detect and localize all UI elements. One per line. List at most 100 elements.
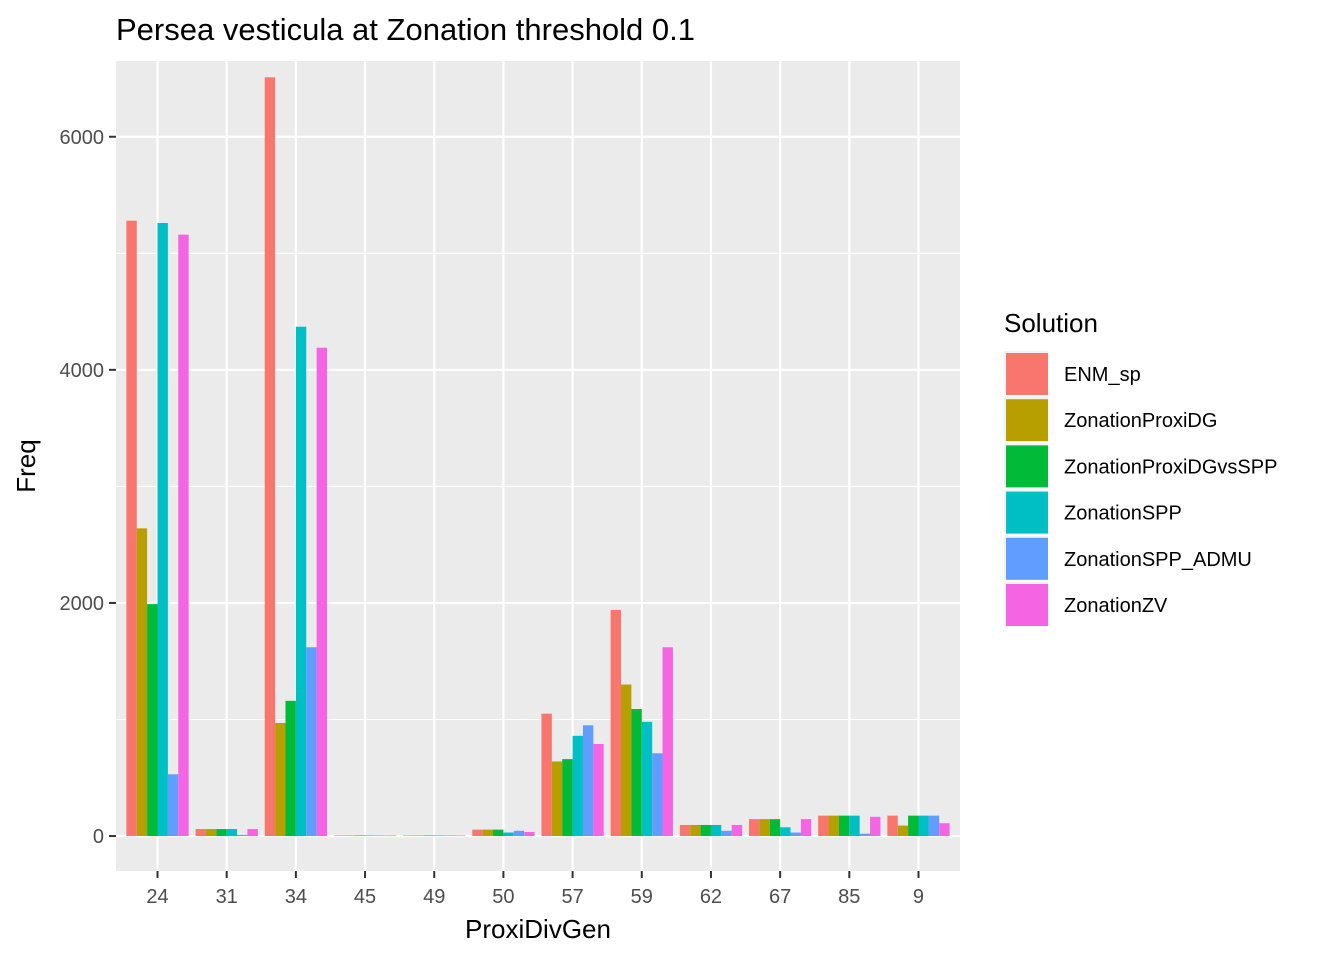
- bar-ZonationZV-49: [454, 835, 466, 837]
- bar-ZonationSPP-59: [641, 721, 653, 837]
- bar-ZonationZV-31: [247, 829, 258, 837]
- bar-ZonationSPP_ADMU-59: [652, 753, 663, 837]
- bar-ZonationSPP_ADMU-9: [928, 815, 940, 837]
- bar-ENM_sp-24: [126, 220, 137, 837]
- legend-swatch-ZonationZV: [1006, 584, 1048, 626]
- x-tick-label: 62: [700, 886, 722, 908]
- bar-ZonationSPP-34: [295, 326, 307, 837]
- bar-ZonationSPP-49: [434, 835, 445, 837]
- bar-ZonationZV-85: [870, 816, 881, 837]
- bar-ZonationProxiDGvsSPP-67: [769, 819, 781, 837]
- legend-swatch-ZonationProxiDGvsSPP: [1006, 445, 1048, 488]
- bar-ZonationZV-62: [731, 824, 743, 837]
- bar-ZonationSPP-50: [503, 832, 514, 837]
- bar-ZonationProxiDGvsSPP-50: [493, 829, 504, 837]
- legend-label-ZonationProxiDGvsSPP: ZonationProxiDGvsSPP: [1064, 456, 1277, 478]
- bar-ZonationZV-57: [593, 743, 604, 837]
- bar-ENM_sp-34: [264, 77, 276, 837]
- legend: ENM_sp ZonationProxiDG ZonationProxiDGvsSP…: [1004, 351, 1277, 626]
- legend-label-ZonationSPP: ZonationSPP: [1064, 503, 1182, 525]
- bar-ZonationSPP-62: [710, 824, 722, 837]
- x-axis: 24 31 34 45 49 50 57 59 62 67 85 9: [146, 871, 924, 908]
- bar-ZonationSPP_ADMU-67: [790, 832, 801, 837]
- bar-ZonationProxiDG-49: [413, 835, 424, 837]
- bar-ENM_sp-49: [403, 835, 414, 837]
- bar-ZonationProxiDG-45: [344, 835, 355, 837]
- bar-ZonationProxiDGvsSPP-59: [631, 709, 642, 837]
- bar-ZonationZV-50: [524, 831, 535, 837]
- y-tick-label: 4000: [60, 360, 105, 382]
- bar-ENM_sp-45: [333, 835, 345, 837]
- x-tick-label: 57: [561, 886, 583, 908]
- chart-title: Persea vesticula at Zonation threshold 0…: [116, 12, 695, 47]
- bar-ZonationProxiDGvsSPP-9: [908, 815, 919, 837]
- legend-label-ZonationSPP_ADMU: ZonationSPP_ADMU: [1064, 549, 1252, 571]
- bar-ZonationSPP_ADMU-85: [859, 833, 871, 837]
- x-tick-label: 34: [285, 886, 307, 908]
- x-tick-label: 31: [216, 886, 238, 908]
- y-axis-title: Freq: [11, 439, 41, 492]
- bar-ZonationSPP-57: [572, 735, 583, 837]
- bar-ZonationSPP_ADMU-57: [582, 725, 594, 837]
- bar-ZonationProxiDGvsSPP-24: [147, 604, 158, 837]
- bar-ZonationProxiDG-57: [551, 761, 563, 837]
- bar-ZonationSPP-24: [157, 223, 168, 837]
- bar-ZonationProxiDG-9: [897, 825, 909, 837]
- bar-ZonationProxiDG-24: [136, 528, 148, 837]
- x-tick-label: 9: [913, 886, 924, 908]
- bar-ZonationZV-34: [316, 347, 327, 837]
- legend-swatch-ZonationSPP_ADMU: [1006, 537, 1048, 580]
- x-tick-label: 50: [492, 886, 514, 908]
- bar-ZonationSPP-45: [365, 835, 376, 837]
- bar-ZonationProxiDGvsSPP-85: [838, 815, 850, 837]
- bar-ZonationProxiDG-50: [482, 829, 494, 837]
- x-tick-label: 45: [354, 886, 376, 908]
- bar-ZonationProxiDG-62: [690, 824, 701, 837]
- bar-ZonationProxiDGvsSPP-49: [423, 835, 435, 837]
- legend-swatch-ZonationProxiDG: [1006, 399, 1048, 442]
- bar-ENM_sp-50: [472, 829, 483, 837]
- bar-ZonationProxiDGvsSPP-62: [700, 824, 711, 837]
- legend-label-ZonationZV: ZonationZV: [1064, 595, 1168, 617]
- bar-ZonationZV-45: [385, 835, 397, 837]
- bar-ZonationProxiDG-85: [828, 815, 839, 837]
- bar-ZonationSPP_ADMU-50: [513, 830, 525, 837]
- bar-ENM_sp-59: [610, 609, 622, 837]
- bar-ZonationProxiDGvsSPP-31: [216, 829, 227, 837]
- legend-title: Solution: [1004, 308, 1098, 338]
- bar-ENM_sp-62: [679, 824, 691, 837]
- bar-ZonationProxiDGvsSPP-34: [285, 700, 296, 837]
- bar-ENM_sp-85: [818, 815, 829, 837]
- legend-label-ZonationProxiDG: ZonationProxiDG: [1064, 410, 1217, 432]
- bar-ZonationProxiDG-59: [621, 684, 632, 837]
- bar-ZonationSPP-85: [849, 815, 860, 837]
- x-tick-label: 67: [769, 886, 791, 908]
- x-tick-label: 24: [146, 886, 168, 908]
- bar-ZonationSPP_ADMU-34: [306, 647, 317, 837]
- bar-ZonationZV-67: [800, 819, 812, 837]
- y-axis: 0 2000 4000 6000: [60, 127, 116, 848]
- bar-ZonationSPP_ADMU-24: [167, 774, 179, 837]
- y-tick-label: 2000: [60, 593, 105, 615]
- bar-ZonationProxiDG-31: [205, 829, 217, 837]
- plot-panel: [116, 61, 960, 871]
- y-tick-label: 6000: [60, 127, 105, 149]
- bar-ZonationZV-9: [939, 823, 950, 837]
- x-tick-label: 59: [631, 886, 653, 908]
- bar-ENM_sp-57: [541, 713, 552, 837]
- legend-swatch-ZonationSPP: [1006, 491, 1048, 534]
- bar-ZonationSPP-9: [918, 815, 929, 837]
- bar-ZonationSPP-31: [226, 829, 238, 837]
- bar-ZonationZV-59: [662, 647, 673, 837]
- bar-series-group: [126, 77, 950, 837]
- bar-ZonationZV-24: [178, 234, 189, 837]
- bar-ZonationProxiDGvsSPP-45: [354, 835, 366, 837]
- bar-ZonationSPP_ADMU-45: [375, 835, 386, 837]
- bar-ZonationProxiDG-67: [759, 819, 770, 837]
- legend-swatch-ENM_sp: [1006, 353, 1048, 395]
- legend-label-ENM_sp: ENM_sp: [1064, 364, 1141, 386]
- bar-ENM_sp-31: [195, 829, 206, 837]
- bar-ZonationSPP_ADMU-62: [721, 830, 732, 837]
- bar-ZonationSPP_ADMU-49: [444, 835, 455, 837]
